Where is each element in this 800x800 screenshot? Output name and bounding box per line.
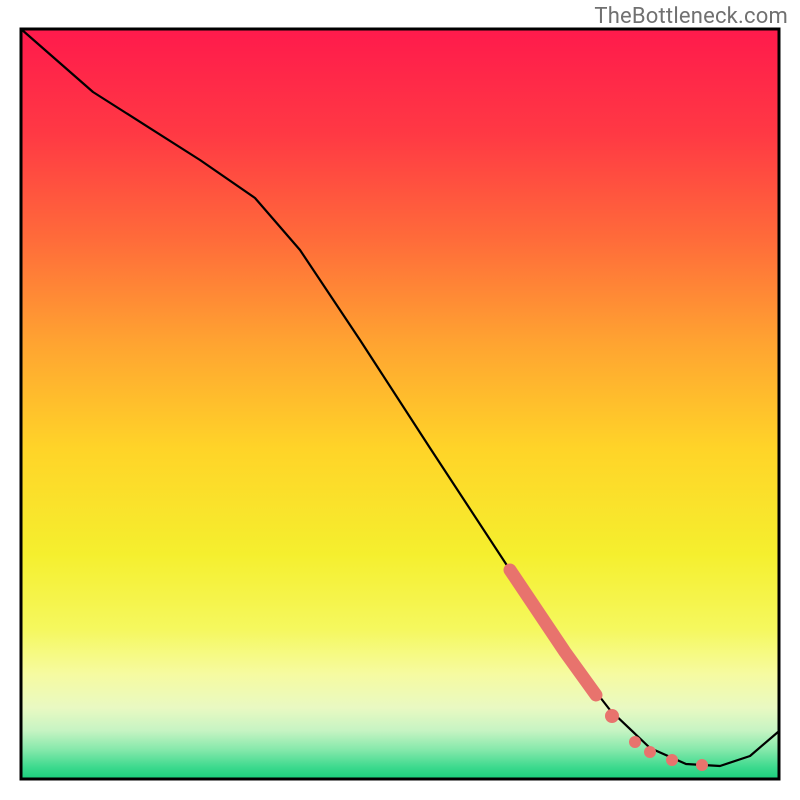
- highlight-dot: [629, 736, 641, 748]
- bottleneck-chart: [0, 0, 800, 800]
- watermark-text: TheBottleneck.com: [594, 4, 788, 29]
- highlight-dot: [696, 759, 708, 771]
- highlight-dot: [605, 709, 619, 723]
- highlight-dot: [644, 746, 656, 758]
- highlight-dot: [666, 754, 678, 766]
- gradient-background: [21, 29, 779, 779]
